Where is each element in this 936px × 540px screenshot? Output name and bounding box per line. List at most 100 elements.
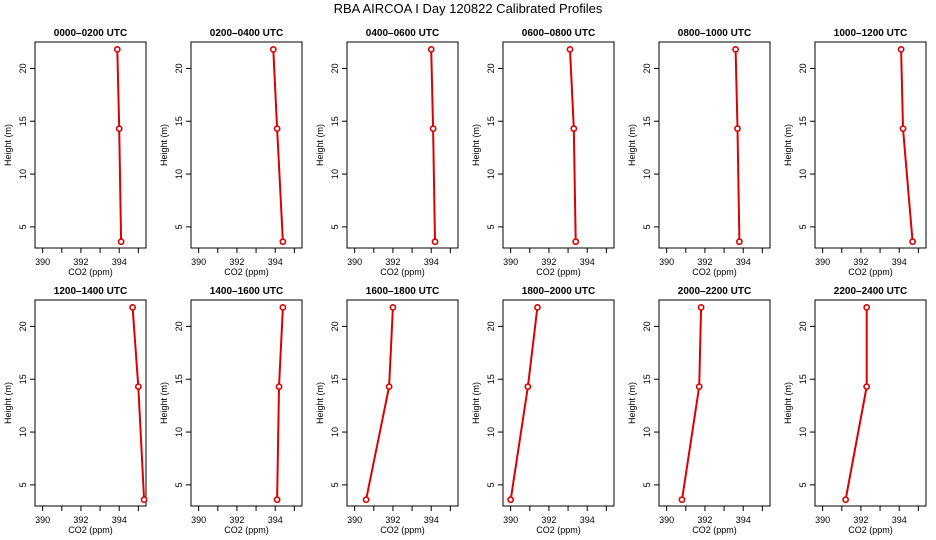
profile-point xyxy=(897,45,905,53)
y-tick-label: 15 xyxy=(798,116,808,126)
y-tick-label: 10 xyxy=(174,169,184,179)
panel-5: 0800–1000 UTC 390 392 394 5 10 15 20 CO2 (ppm) He… xyxy=(627,28,771,277)
x-tick-label: 392 xyxy=(697,515,712,525)
y-tick-label: 10 xyxy=(18,427,28,437)
x-tick-label: 390 xyxy=(815,515,830,525)
profile-point xyxy=(115,125,123,133)
y-tick-label: 10 xyxy=(18,169,28,179)
y-tick-label: 15 xyxy=(642,374,652,384)
panel-9: 1600–1800 UTC 390 392 394 5 10 15 20 CO2 (ppm) He… xyxy=(315,286,459,535)
profile-point xyxy=(507,496,515,504)
y-tick-label: 20 xyxy=(330,63,340,73)
x-tick-label: 394 xyxy=(112,515,127,525)
plot-frame xyxy=(658,299,771,507)
panel-1: 0000–0200 UTC 390 392 394 5 10 15 20 CO2 (ppm) He… xyxy=(3,28,147,277)
x-tick-label: 392 xyxy=(229,515,244,525)
profile-line xyxy=(569,49,577,242)
profile-point xyxy=(385,383,393,391)
y-tick-label: 15 xyxy=(486,116,496,126)
profile-point xyxy=(697,303,705,311)
x-tick-label: 390 xyxy=(347,515,362,525)
profile-point xyxy=(117,238,125,246)
panel-title: 0400–0600 UTC xyxy=(366,28,439,39)
y-axis-label: Height (m) xyxy=(315,124,325,166)
profile-point xyxy=(732,45,739,53)
y-tick-label: 5 xyxy=(642,224,652,229)
profile-point xyxy=(570,125,578,133)
profile-point xyxy=(429,125,437,133)
x-tick-label: 390 xyxy=(191,257,206,267)
plot-frame xyxy=(346,299,459,507)
y-axis-label: Height (m) xyxy=(471,124,481,166)
y-tick-label: 15 xyxy=(642,116,652,126)
y-tick-label: 5 xyxy=(486,482,496,487)
panel-title: 1400–1600 UTC xyxy=(210,286,283,297)
panel-12: 2200–2400 UTC 390 392 394 5 10 15 20 CO2 (ppm) He… xyxy=(783,286,927,535)
x-axis-label: CO2 (ppm) xyxy=(224,525,269,535)
x-tick-label: 390 xyxy=(503,515,518,525)
y-tick-label: 5 xyxy=(798,482,808,487)
panel-title: 1000–1200 UTC xyxy=(834,28,907,39)
y-tick-label: 20 xyxy=(642,63,652,73)
y-axis-label: Height (m) xyxy=(159,382,169,424)
y-tick-label: 10 xyxy=(486,427,496,437)
y-tick-label: 5 xyxy=(18,224,28,229)
plot-frame xyxy=(190,299,303,507)
profile-line xyxy=(116,49,123,242)
y-tick-label: 15 xyxy=(18,374,28,384)
x-tick-label: 392 xyxy=(73,257,88,267)
profile-point xyxy=(431,238,439,246)
x-tick-label: 394 xyxy=(268,515,283,525)
y-axis-label: Height (m) xyxy=(3,382,13,424)
x-tick-label: 390 xyxy=(35,257,50,267)
profile-point xyxy=(275,383,283,391)
y-tick-label: 20 xyxy=(174,63,184,73)
profile-point xyxy=(863,303,871,311)
plot-frame xyxy=(34,299,147,507)
x-tick-label: 394 xyxy=(580,515,595,525)
figure-title: RBA AIRCOA I Day 120822 Calibrated Profi… xyxy=(333,1,603,16)
profile-point xyxy=(734,125,741,133)
profile-point xyxy=(279,238,287,246)
panel-title: 1800–2000 UTC xyxy=(522,286,595,297)
profile-line xyxy=(131,307,146,500)
panel-7: 1200–1400 UTC 390 392 394 5 10 15 20 CO2 (ppm) He… xyxy=(3,286,148,535)
panel-10: 1800–2000 UTC 390 392 394 5 10 15 20 CO2 (ppm) He… xyxy=(471,286,615,535)
y-axis-label: Height (m) xyxy=(159,124,169,166)
x-tick-label: 394 xyxy=(112,257,127,267)
y-tick-label: 10 xyxy=(642,169,652,179)
x-axis-label: CO2 (ppm) xyxy=(848,267,893,277)
y-tick-label: 15 xyxy=(174,116,184,126)
profile-point xyxy=(909,238,917,246)
y-tick-label: 20 xyxy=(486,63,496,73)
y-tick-label: 10 xyxy=(330,169,340,179)
panel-4: 0600–0800 UTC 390 392 394 5 10 15 20 CO2 (ppm) He… xyxy=(471,28,615,277)
panel-title: 0000–0200 UTC xyxy=(54,28,127,39)
x-tick-label: 390 xyxy=(347,257,362,267)
profile-point xyxy=(113,45,121,53)
x-axis-label: CO2 (ppm) xyxy=(848,525,893,535)
profile-point xyxy=(129,303,137,311)
profile-point xyxy=(572,238,580,246)
plot-frame xyxy=(814,41,927,249)
y-axis-label: Height (m) xyxy=(315,382,325,424)
y-tick-label: 10 xyxy=(798,169,808,179)
profile-line xyxy=(900,49,914,242)
x-tick-label: 392 xyxy=(541,257,556,267)
x-axis-label: CO2 (ppm) xyxy=(536,525,581,535)
profile-point xyxy=(362,496,370,504)
y-tick-label: 5 xyxy=(174,224,184,229)
y-tick-label: 15 xyxy=(174,374,184,384)
x-axis-label: CO2 (ppm) xyxy=(380,525,425,535)
y-tick-label: 5 xyxy=(174,482,184,487)
profile-point xyxy=(842,496,850,504)
x-tick-label: 394 xyxy=(424,515,439,525)
x-tick-label: 392 xyxy=(541,515,556,525)
x-tick-label: 394 xyxy=(736,257,751,267)
profile-point xyxy=(863,383,871,391)
x-tick-label: 392 xyxy=(385,515,400,525)
panel-3: 0400–0600 UTC 390 392 394 5 10 15 20 CO2 (ppm) He… xyxy=(315,28,459,277)
profile-point xyxy=(273,125,281,133)
profile-point xyxy=(566,45,574,53)
x-tick-label: 392 xyxy=(697,257,712,267)
